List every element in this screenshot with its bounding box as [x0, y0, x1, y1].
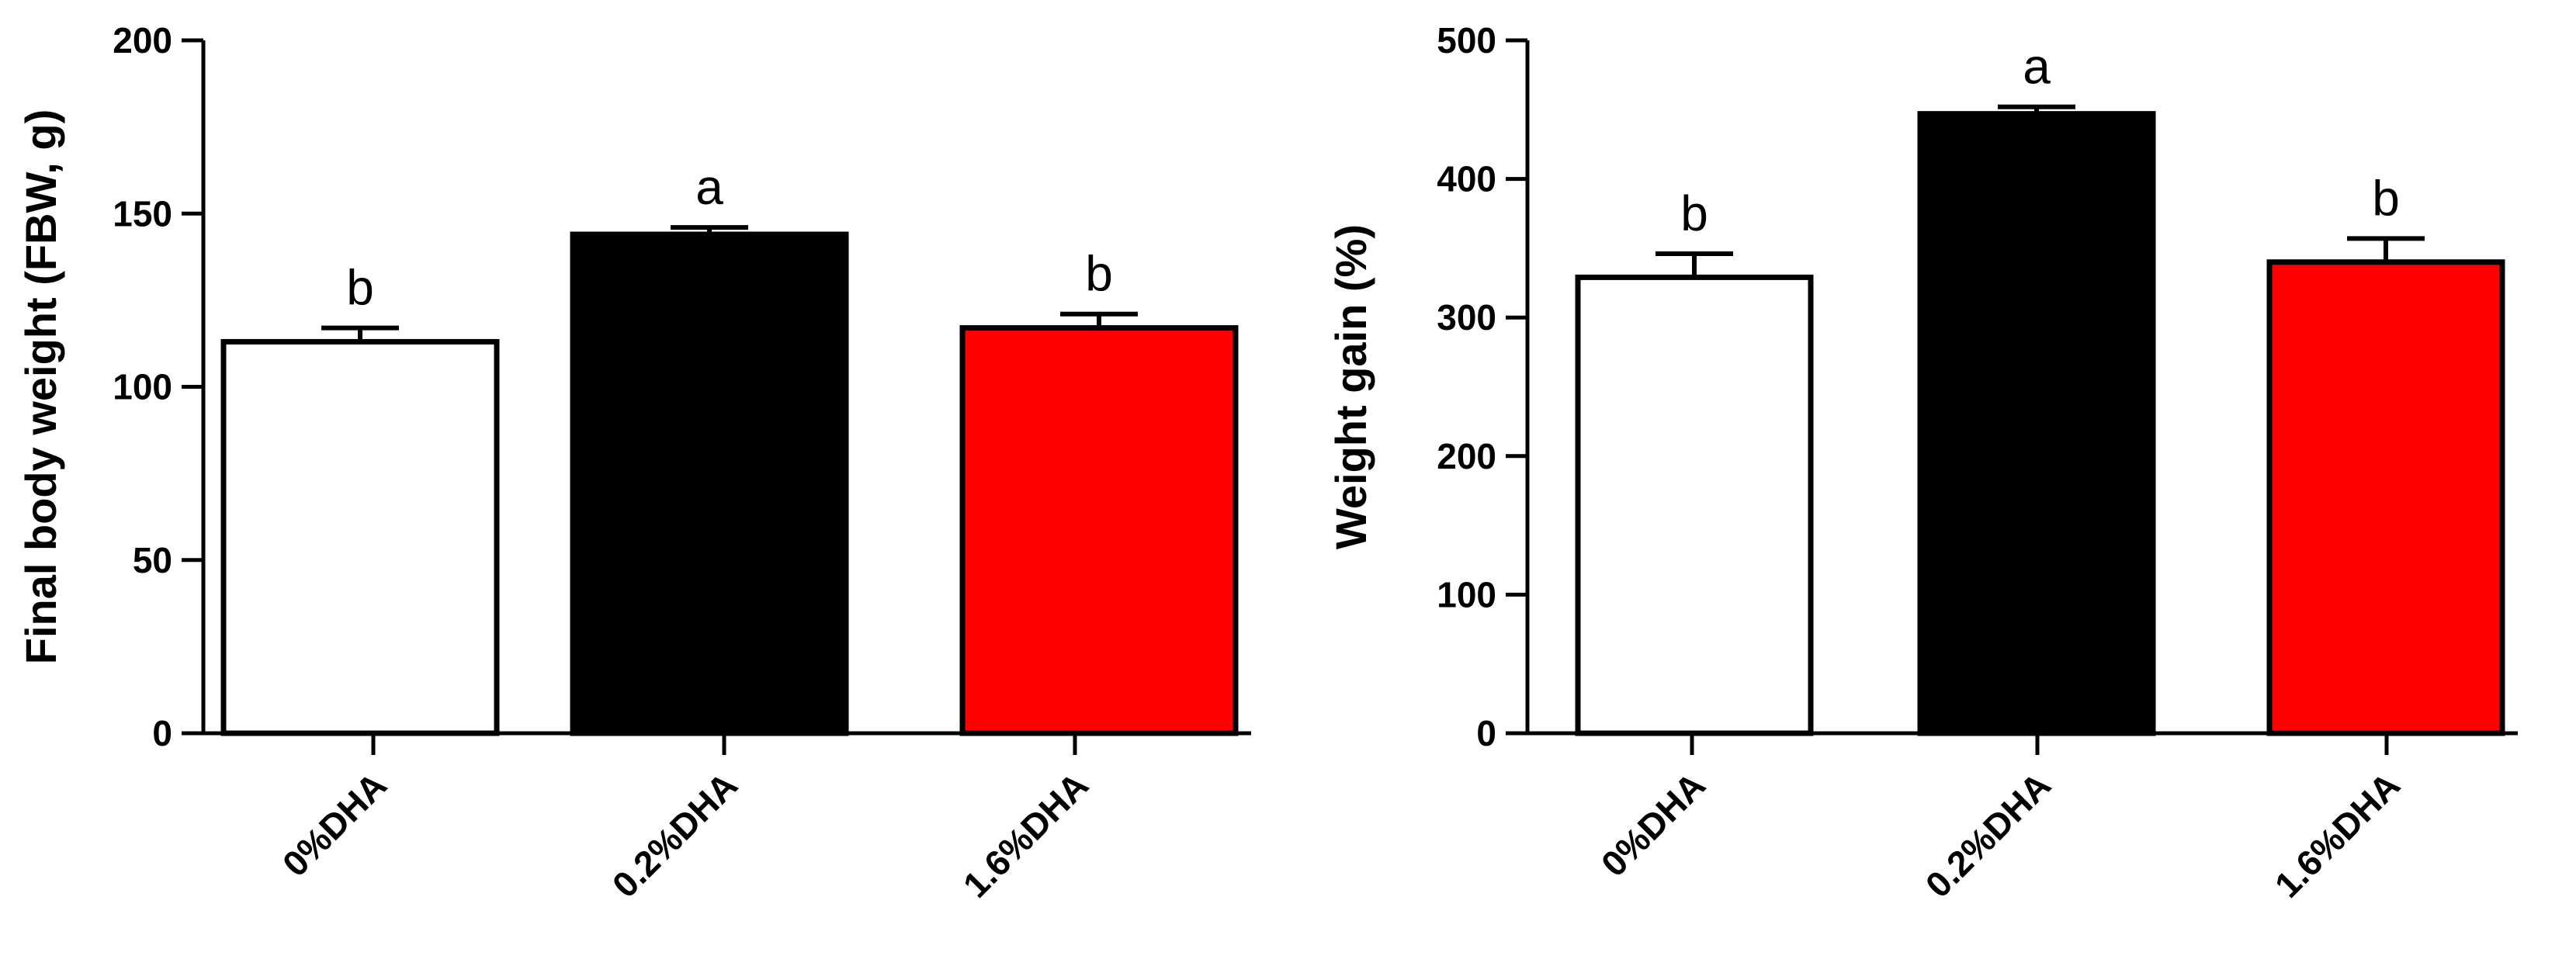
significance-letter: b — [346, 260, 374, 316]
bar-1-6-dha — [2266, 259, 2505, 736]
significance-letter: a — [2023, 39, 2051, 95]
y-axis-label: Weight gain (%) — [1326, 224, 1375, 549]
bar-0-dha — [1575, 274, 1814, 736]
significance-letter: a — [695, 159, 723, 215]
y-tick-label: 200 — [1437, 436, 1496, 476]
significance-letter: b — [2372, 170, 2400, 226]
chart-weight-gain: Weight gain (%) 0 100 200 300 400 500 b a b 0%DHA 0… — [1326, 20, 2518, 905]
x-tick-label: 0%DHA — [1593, 764, 1713, 884]
x-tick-label: 0.2%DHA — [605, 764, 745, 905]
y-tick-label: 500 — [1437, 20, 1496, 61]
bar-0-2-dha — [570, 231, 849, 736]
y-tick-label: 0 — [152, 713, 172, 753]
y-tick-label: 100 — [113, 367, 172, 407]
y-tick-label: 100 — [1437, 574, 1496, 615]
y-tick-label: 300 — [1437, 297, 1496, 338]
bar-0-2-dha — [1917, 111, 2156, 736]
y-tick-label: 0 — [1476, 713, 1496, 753]
x-tick-label: 0%DHA — [275, 764, 394, 884]
x-tick-label: 0.2%DHA — [1918, 764, 2058, 905]
x-tick-label: 1.6%DHA — [2267, 764, 2408, 905]
y-tick-label: 50 — [133, 540, 172, 580]
y-axis-label: Final body weight (FBW, g) — [16, 109, 65, 664]
bar-0-dha — [220, 338, 500, 736]
y-tick-label: 150 — [113, 193, 172, 234]
bar-1-6-dha — [959, 325, 1239, 736]
x-tick-label: 1.6%DHA — [955, 764, 1096, 905]
y-tick-label: 200 — [113, 20, 172, 61]
y-tick-label: 400 — [1437, 159, 1496, 199]
chart-final-body-weight: Final body weight (FBW, g) 0 50 100 150 200 b a… — [16, 20, 1251, 905]
significance-letter: b — [1085, 246, 1113, 302]
significance-letter: b — [1680, 185, 1708, 241]
